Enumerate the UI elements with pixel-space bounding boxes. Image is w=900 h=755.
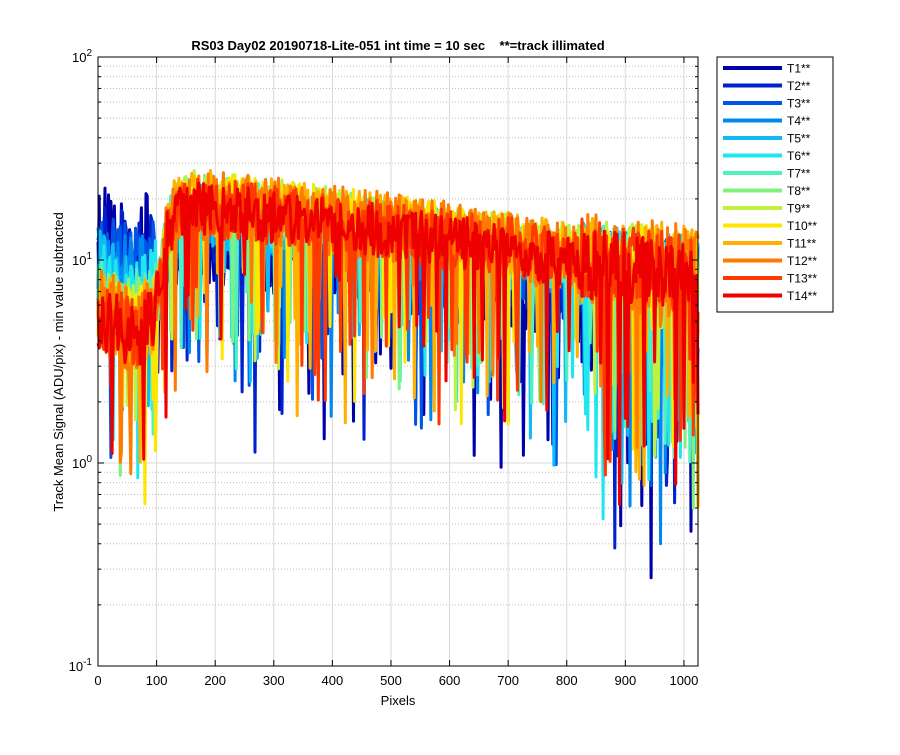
series-line-t14 <box>96 181 700 506</box>
legend-label: T2** <box>787 79 811 93</box>
legend-label: T14** <box>787 289 817 303</box>
legend-label: T11** <box>787 237 816 251</box>
y-tick-label: 100 <box>72 454 92 471</box>
x-tick-label: 400 <box>322 673 344 688</box>
x-axis-label: Pixels <box>381 693 416 708</box>
legend: T1** T2** T3** T4** T5** T6** T7** T8** T9** T10*… <box>716 56 834 313</box>
y-axis-label: Track Mean Signal (ADU/pix) - min value … <box>51 212 66 511</box>
x-tick-label: 900 <box>614 673 636 688</box>
legend-label: T5** <box>787 132 811 146</box>
legend-label: T8** <box>787 184 811 198</box>
x-tick-label: 300 <box>263 673 285 688</box>
series-layer <box>96 169 700 580</box>
legend-label: T9** <box>787 202 811 216</box>
y-tick-label: 102 <box>72 48 92 65</box>
legend-label: T1** <box>787 62 811 76</box>
legend-label: T10** <box>787 219 817 233</box>
legend-label: T7** <box>787 167 811 181</box>
x-tick-label: 1000 <box>669 673 698 688</box>
legend-label: T12** <box>787 254 817 268</box>
legend-items: T1** T2** T3** T4** T5** T6** T7** T8** T9** T10*… <box>723 62 817 303</box>
legend-box <box>716 56 834 313</box>
tick-layer: 0 100 200 300 400 500 600 700 800 900 1000 10-1 100 1… <box>69 48 699 688</box>
x-tick-label: 200 <box>204 673 226 688</box>
x-tick-label: 600 <box>439 673 461 688</box>
x-tick-label: 800 <box>556 673 578 688</box>
axes-box <box>97 56 699 667</box>
y-tick-label: 101 <box>72 251 92 268</box>
x-tick-label: 500 <box>380 673 402 688</box>
legend-label: T13** <box>787 272 817 286</box>
x-tick-label: 100 <box>146 673 168 688</box>
y-tick-label: 10-1 <box>69 657 93 674</box>
legend-label: T6** <box>787 149 811 163</box>
legend-label: T4** <box>787 114 811 128</box>
x-tick-label: 700 <box>497 673 519 688</box>
chart-title: RS03 Day02 20190718-Lite-051 int time = … <box>191 38 604 53</box>
x-tick-label: 0 <box>94 673 101 688</box>
legend-label: T3** <box>787 97 811 111</box>
